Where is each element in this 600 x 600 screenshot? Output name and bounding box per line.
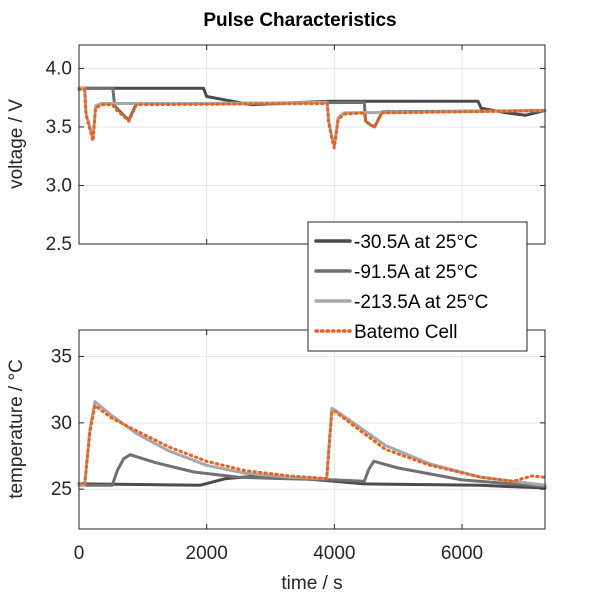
temperature-xtick-label: 0 [74,543,85,564]
temperature-ylabel: temperature / °C [6,359,27,499]
temperature-xtick-label: 2000 [186,543,228,564]
legend-label-2: -91.5A at 25°C [354,262,478,283]
voltage-ytick-label: 2.5 [46,234,72,255]
temperature-ytick-label: 30 [51,413,72,434]
legend-label-1: -30.5A at 25°C [354,232,478,253]
temperature-ytick-label: 35 [51,347,72,368]
voltage-series-group [77,86,547,150]
legend-entries: -30.5A at 25°C -91.5A at 25°C -213.5A at 2… [314,232,488,343]
temperature-ytick-label: 25 [51,479,72,500]
voltage-ytick-label: 3.5 [46,117,72,138]
voltage-plot-area [79,45,545,244]
temperature-xtick-label: 6000 [441,543,483,564]
temperature-series-line-2 [77,453,547,488]
voltage-ytick-label: 4.0 [46,58,72,79]
time-xlabel: time / s [281,573,342,594]
voltage-ytick-label: 3.0 [46,175,72,196]
legend-label-3: -213.5A at 25°C [354,292,488,313]
temperature-series-line-4 [77,404,547,486]
temperature-panel: 0 2000 4000 6000 25 30 35 temperature / °C tim… [6,329,547,594]
legend: -30.5A at 25°C -91.5A at 25°C -213.5A at 2… [307,221,528,352]
temperature-xtick-label: 4000 [313,543,355,564]
temperature-ticks: 0 2000 4000 6000 25 30 35 [51,330,545,564]
legend-label-4: Batemo Cell [354,322,458,343]
voltage-panel: 2.5 3.0 3.5 4.0 voltage / V [6,44,547,255]
temperature-plot-area [79,330,545,529]
temperature-series-group [77,400,547,490]
voltage-ylabel: voltage / V [6,99,27,189]
chart-title: Pulse Characteristics [203,10,396,31]
voltage-series-line-4 [77,88,547,150]
